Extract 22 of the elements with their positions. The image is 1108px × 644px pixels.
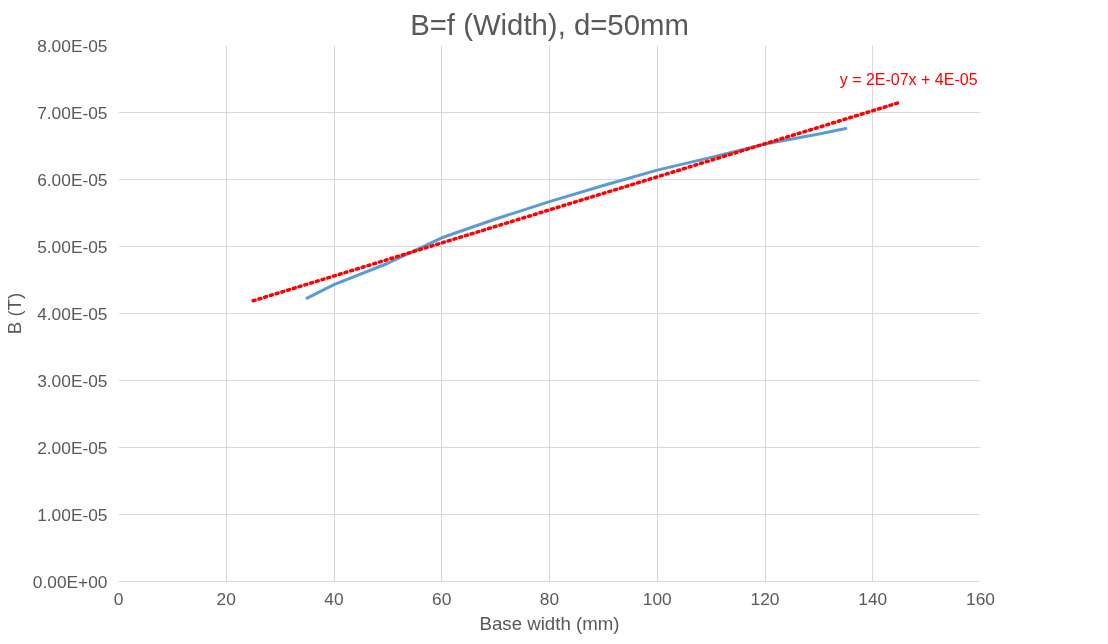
x-tick-label: 140 xyxy=(858,588,888,609)
y-tick-label: 7.00E-05 xyxy=(37,102,108,123)
y-tick-label: 4.00E-05 xyxy=(37,303,108,324)
y-tick-label: 2.00E-05 xyxy=(37,437,108,458)
y-tick-label: 6.00E-05 xyxy=(37,169,108,190)
y-tick-label: 1.00E-05 xyxy=(37,504,108,525)
chart-title: B=f (Width), d=50mm xyxy=(410,7,689,41)
x-tick-label: 0 xyxy=(113,588,124,609)
y-tick-label: 3.00E-05 xyxy=(37,370,108,391)
x-tick-label: 20 xyxy=(216,588,236,609)
y-tick-label: 8.00E-05 xyxy=(37,35,108,56)
x-axis-title: Base width (mm) xyxy=(479,612,620,634)
y-tick-label: 5.00E-05 xyxy=(37,236,108,257)
x-tick-label: 60 xyxy=(432,588,452,609)
x-tick-label: 160 xyxy=(966,588,995,609)
y-tick-label: 0.00E+00 xyxy=(32,571,108,592)
x-tick-label: 80 xyxy=(539,588,560,609)
x-tick-label: 120 xyxy=(750,588,780,609)
x-tick-label: 40 xyxy=(324,588,344,609)
annotation: y = 2E-07x + 4E-05 xyxy=(839,71,978,89)
x-tick-label: 100 xyxy=(642,588,672,609)
y-axis-title: B (T) xyxy=(3,292,25,335)
